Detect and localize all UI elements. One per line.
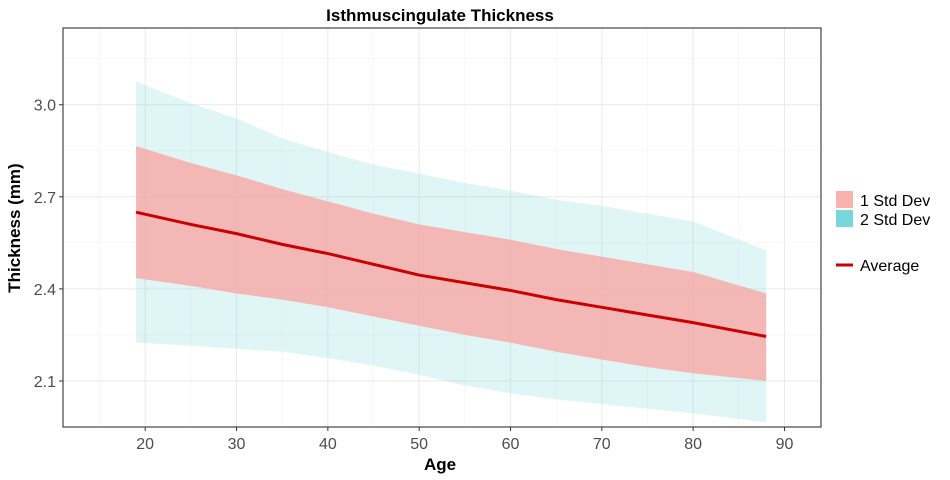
legend-key-1-std-dev bbox=[836, 191, 853, 208]
x-axis: 20 30 40 50 60 70 80 90 bbox=[136, 427, 793, 453]
average-line-group bbox=[135, 210, 767, 338]
y-tick-label: 2.1 bbox=[34, 374, 56, 391]
legend-label: 2 Std Dev bbox=[860, 212, 930, 229]
x-tick-label: 40 bbox=[319, 436, 337, 453]
y-tick-label: 2.4 bbox=[34, 282, 56, 299]
legend: 1 Std Dev 2 Std Dev Average bbox=[836, 191, 930, 275]
plot-border bbox=[62, 27, 822, 428]
y-tick-label: 2.7 bbox=[34, 190, 56, 207]
x-tick-label: 70 bbox=[593, 436, 611, 453]
x-tick-label: 80 bbox=[684, 436, 702, 453]
band-1-std-dev bbox=[136, 146, 767, 381]
legend-label: Average bbox=[860, 258, 919, 275]
x-tick-label: 50 bbox=[410, 436, 428, 453]
x-tick-label: 20 bbox=[136, 436, 154, 453]
y-axis-title: Thickness (mm) bbox=[5, 163, 24, 292]
legend-label: 1 Std Dev bbox=[860, 193, 930, 210]
average-line bbox=[135, 210, 767, 338]
y-tick-label: 3.0 bbox=[34, 98, 56, 115]
x-tick-label: 30 bbox=[228, 436, 246, 453]
x-axis-title: Age bbox=[424, 455, 456, 474]
x-tick-label: 90 bbox=[776, 436, 794, 453]
y-axis: 2.1 2.4 2.7 3.0 bbox=[34, 98, 63, 391]
legend-key-2-std-dev bbox=[836, 210, 853, 227]
x-tick-label: 60 bbox=[502, 436, 520, 453]
plot-panel bbox=[62, 27, 822, 428]
chart-title: Isthmuscingulate Thickness bbox=[326, 6, 554, 25]
std-dev-bands bbox=[136, 81, 767, 423]
